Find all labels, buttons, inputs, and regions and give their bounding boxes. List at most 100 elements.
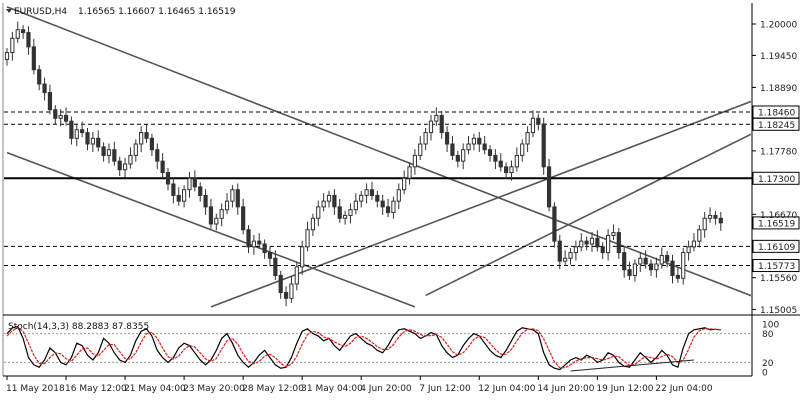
candle-body <box>466 143 471 151</box>
candle <box>659 247 664 269</box>
candle <box>198 182 203 202</box>
candle <box>10 32 15 61</box>
candle-body <box>139 132 144 145</box>
candle <box>498 153 503 172</box>
candle-body <box>69 120 74 139</box>
candle-body <box>182 189 187 202</box>
price-tick-label: 1.17780 <box>760 147 797 157</box>
falling-channel-upper <box>6 6 751 297</box>
candle-body <box>133 143 138 156</box>
candle-body <box>595 237 600 248</box>
level-tag-box-1.18245 <box>752 117 800 131</box>
candle-body <box>686 246 691 254</box>
price-tick-label: 1.16670 <box>760 211 797 221</box>
candle <box>58 109 63 127</box>
candle <box>144 124 149 143</box>
candle <box>600 242 605 259</box>
candle <box>407 162 412 185</box>
candle <box>182 185 187 208</box>
candle-body <box>332 194 337 208</box>
candle-body <box>192 177 197 188</box>
candle <box>316 200 321 227</box>
candle <box>477 132 482 152</box>
candle-body <box>160 160 165 174</box>
candle <box>675 267 680 283</box>
candle-body <box>450 143 455 156</box>
candle-body <box>21 29 26 34</box>
candle-body <box>557 240 562 262</box>
candle-body <box>267 252 273 259</box>
stoch-axis-label: 20 <box>762 359 774 369</box>
candle <box>235 183 240 215</box>
candle <box>681 248 686 285</box>
candle-body <box>149 137 155 151</box>
candle-body <box>455 154 460 162</box>
candle-body <box>283 292 289 299</box>
candle <box>300 240 305 275</box>
candle-body <box>509 166 514 174</box>
candle <box>241 198 246 235</box>
time-tick-label: 19 Jun 12:00 <box>596 384 653 394</box>
candle <box>69 116 74 145</box>
level-tag-1.18460: 1.18460 <box>758 109 795 119</box>
candle <box>713 210 718 225</box>
time-tick-label: 23 May 20:00 <box>183 384 245 394</box>
candle <box>466 136 471 155</box>
candle-body <box>15 29 20 39</box>
candle-body <box>391 200 396 214</box>
candle-body <box>257 240 262 245</box>
candle <box>337 198 342 223</box>
time-tick-label: 14 Jun 20:00 <box>537 384 594 394</box>
time-tick-label: 31 May 04:00 <box>301 384 363 394</box>
candle-body <box>348 209 353 216</box>
time-tick-label: 12 Jun 04:00 <box>478 384 535 394</box>
level-tag-1.16519: 1.16519 <box>758 219 795 229</box>
candle <box>149 133 155 156</box>
time-tick-label: 16 May 12:00 <box>65 384 127 394</box>
candle <box>691 233 697 252</box>
candle-body <box>697 229 702 242</box>
candle <box>622 246 627 278</box>
candle <box>165 168 171 191</box>
level-tag-1.17300: 1.17300 <box>758 175 795 185</box>
candle-body <box>536 117 541 125</box>
candle-body <box>659 254 664 265</box>
level-tag-box-1.17300 <box>752 171 800 185</box>
candle <box>546 158 552 212</box>
candle <box>122 157 128 178</box>
candle-body <box>305 229 310 248</box>
candle <box>444 126 450 152</box>
candle <box>461 143 466 170</box>
candle-body <box>241 206 246 231</box>
candle-body <box>326 194 332 202</box>
collapse-triangle-icon[interactable] <box>6 9 12 13</box>
stoch-trendline <box>570 359 695 372</box>
candle <box>686 240 691 261</box>
candle-body <box>622 252 627 271</box>
candle-body <box>718 217 723 224</box>
candle-body <box>31 46 36 71</box>
candle <box>584 236 589 251</box>
candle-body <box>369 189 375 196</box>
candle <box>251 234 256 255</box>
candle-body <box>461 149 466 162</box>
candle-body <box>702 217 707 231</box>
candle-body <box>385 206 391 214</box>
stoch-axis-label: 80 <box>762 330 774 340</box>
candle <box>702 212 707 238</box>
candle-body <box>262 243 267 254</box>
candle <box>294 262 299 291</box>
candle <box>101 142 106 162</box>
candle <box>579 233 584 252</box>
candle <box>627 261 632 280</box>
candle <box>47 84 53 115</box>
time-tick-label: 7 Jun 12:00 <box>419 384 471 394</box>
candle <box>530 110 536 138</box>
candle-body <box>375 194 380 202</box>
time-tick-label: 22 Jun 04:00 <box>655 384 712 394</box>
candle-body <box>482 143 487 151</box>
candle <box>589 232 595 252</box>
candle-body <box>477 137 482 145</box>
